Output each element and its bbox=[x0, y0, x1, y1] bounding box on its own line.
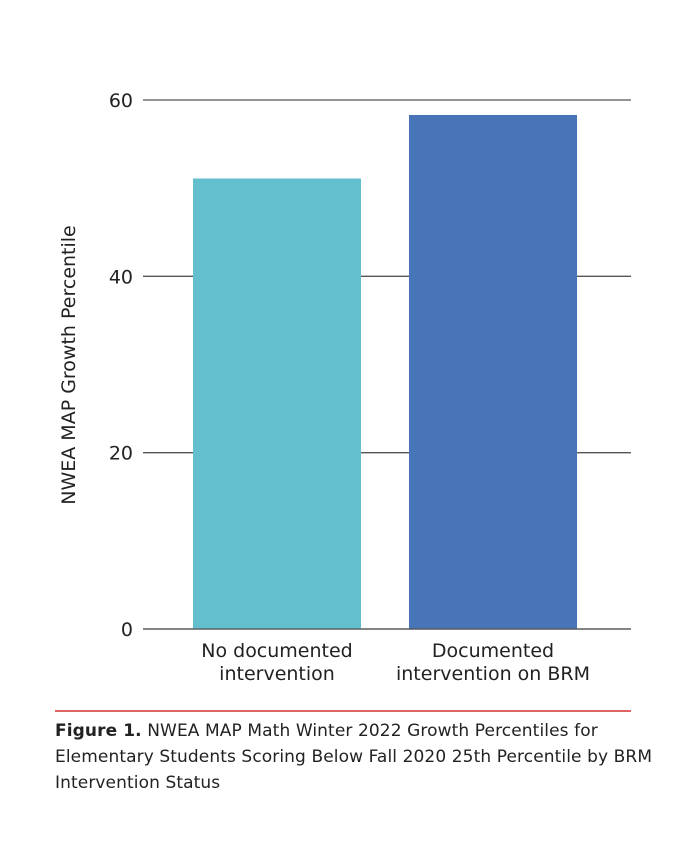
bar bbox=[193, 178, 361, 630]
x-tick-label: intervention bbox=[219, 663, 335, 685]
x-tick-label: Documented bbox=[432, 640, 554, 662]
figure-caption: Figure 1. NWEA MAP Math Winter 2022 Grow… bbox=[55, 718, 655, 796]
x-tick-label: intervention on BRM bbox=[396, 663, 590, 685]
bar bbox=[409, 114, 577, 629]
y-tick-label: 40 bbox=[109, 266, 133, 288]
caption-text: NWEA MAP Math Winter 2022 Growth Percent… bbox=[55, 721, 653, 793]
y-axis-label: NWEA MAP Growth Percentile bbox=[58, 225, 80, 504]
x-tick-label: No documented bbox=[201, 640, 353, 662]
caption-label: Figure 1. bbox=[55, 721, 142, 741]
y-tick-label: 60 bbox=[109, 90, 133, 112]
y-tick-label: 20 bbox=[109, 443, 133, 465]
y-tick-label: 0 bbox=[121, 619, 133, 641]
caption-divider bbox=[55, 710, 631, 712]
